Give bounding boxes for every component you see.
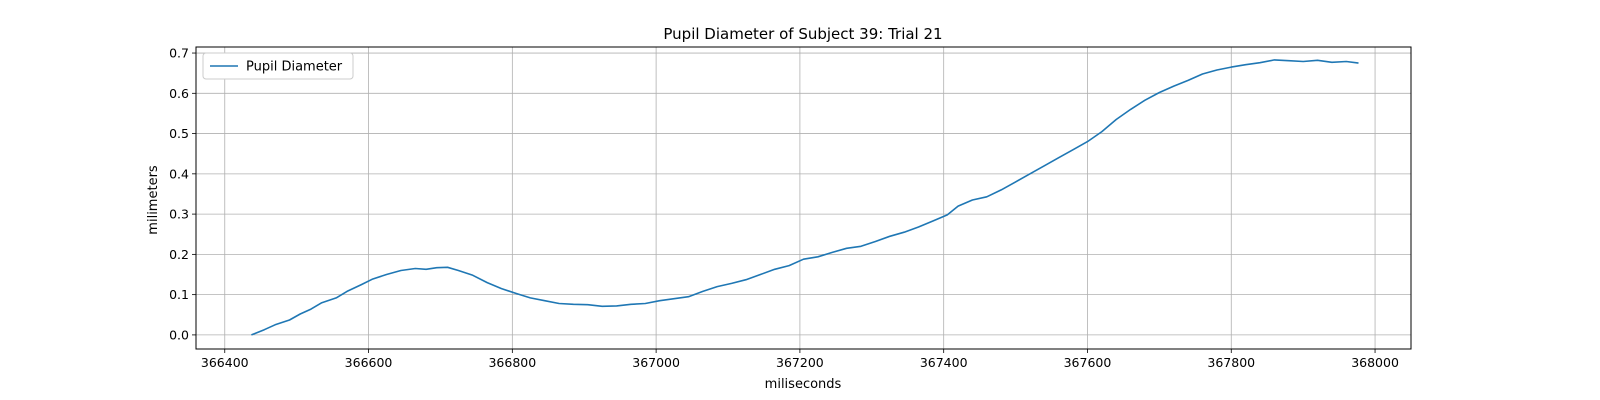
pupil-diameter-series-line xyxy=(251,59,1359,336)
legend: Pupil Diameter xyxy=(202,52,354,80)
y-axis-label: milimeters xyxy=(146,165,161,235)
x-axis-ticks: 366400 366600 366800 367000 367200 367400 3676… xyxy=(201,349,1399,370)
legend-label: Pupil Diameter xyxy=(246,60,343,75)
y-axis-ticks: 0.0 0.1 0.2 0.3 0.4 0.5 0.6 0.7 xyxy=(169,46,196,342)
y-tick-label: 0.0 xyxy=(169,327,189,342)
x-tick-label: 368000 xyxy=(1351,355,1399,370)
x-tick-label: 366600 xyxy=(345,355,393,370)
x-axis-label: miliseconds xyxy=(765,377,842,392)
y-tick-label: 0.1 xyxy=(169,287,189,302)
y-tick-label: 0.4 xyxy=(169,166,189,181)
x-tick-label: 366400 xyxy=(201,355,249,370)
y-tick-label: 0.5 xyxy=(169,126,189,141)
x-tick-label: 367400 xyxy=(920,355,968,370)
grid-lines xyxy=(196,47,1411,349)
plot-area-frame xyxy=(195,46,1412,350)
x-tick-label: 367800 xyxy=(1207,355,1255,370)
x-tick-label: 366800 xyxy=(488,355,536,370)
x-tick-label: 367200 xyxy=(776,355,824,370)
x-tick-label: 367600 xyxy=(1064,355,1112,370)
y-tick-label: 0.3 xyxy=(169,207,189,222)
y-tick-label: 0.7 xyxy=(169,46,189,61)
legend-box xyxy=(202,52,354,80)
x-tick-label: 367000 xyxy=(632,355,680,370)
y-tick-label: 0.2 xyxy=(169,247,189,262)
y-tick-label: 0.6 xyxy=(169,86,189,101)
chart-title: Pupil Diameter of Subject 39: Trial 21 xyxy=(663,25,942,43)
